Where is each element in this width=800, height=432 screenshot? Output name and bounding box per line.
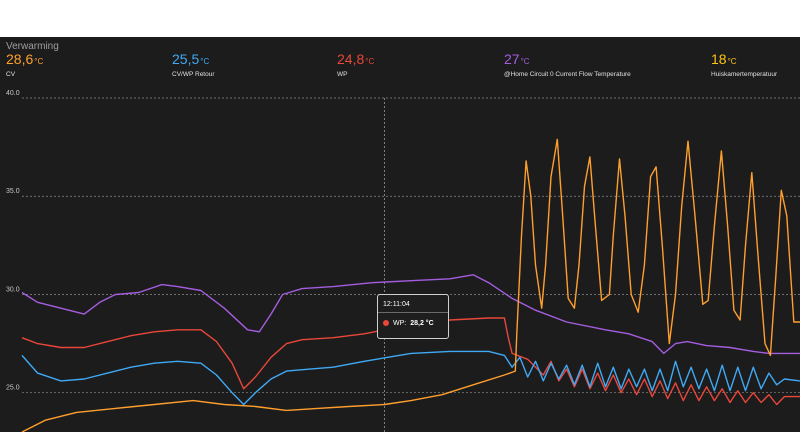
legend-value-number: 24,8 [337,51,364,67]
tooltip-divider [378,312,448,313]
legend-value: 18°C [711,51,777,70]
legend-item-wp[interactable]: 24,8°C WP [337,51,374,78]
legend-unit: °C [521,57,530,66]
legend-value-number: 18 [711,51,727,67]
y-tick-label: 40.0 [6,90,20,97]
legend-item-home-circuit[interactable]: 27°C @Home Circuit 0 Current Flow Temper… [504,51,631,78]
legend-name: @Home Circuit 0 Current Flow Temperature [504,71,631,78]
legend-name: CV [6,71,43,78]
grid-lines: 40.0 35.0 30.0 25.0 [6,90,800,393]
legend-value-number: 25,5 [172,51,199,67]
legend-name: CV/WP Retour [172,71,215,78]
tooltip-row: WP: 28,2 °C [383,320,434,327]
legend-value: 27°C [504,51,631,70]
temperature-chart[interactable]: 40.0 35.0 30.0 25.0 [0,37,800,432]
legend-item-cv-wp-retour[interactable]: 25,5°C CV/WP Retour [172,51,215,78]
y-tick-label: 30.0 [6,286,20,293]
legend-unit: °C [200,57,209,66]
legend-value-number: 27 [504,51,520,67]
legend-item-cv[interactable]: 28,6°C CV [6,51,43,78]
y-tick-label: 25.0 [6,385,20,392]
legend-unit: °C [34,57,43,66]
series-line-cv-wp-retour[interactable] [22,351,800,404]
legend-item-huiskamer[interactable]: 18°C Huiskamertemperatuur [711,51,777,78]
y-tick-label: 35.0 [6,188,20,195]
tooltip-series-label: WP: [393,320,406,327]
series-dot-icon [383,320,389,326]
legend-value: 24,8°C [337,51,374,70]
verwarming-card: 40.0 35.0 30.0 25.0 Verwarming 28,6°C CV 25… [0,37,800,432]
legend-value: 28,6°C [6,51,43,70]
legend-name: Huiskamertemperatuur [711,71,777,78]
series-lines [22,139,800,432]
legend-value-number: 28,6 [6,51,33,67]
series-line-cv[interactable] [22,139,800,432]
tooltip-value: 28,2 °C [410,320,433,327]
tooltip-time: 12:11:04 [383,301,410,308]
legend-unit: °C [728,57,737,66]
legend-value: 25,5°C [172,51,215,70]
legend-name: WP [337,71,374,78]
hover-tooltip: 12:11:04 WP: 28,2 °C [377,294,449,339]
legend-unit: °C [365,57,374,66]
legend: 28,6°C CV 25,5°C CV/WP Retour 24,8°C WP … [0,51,800,81]
